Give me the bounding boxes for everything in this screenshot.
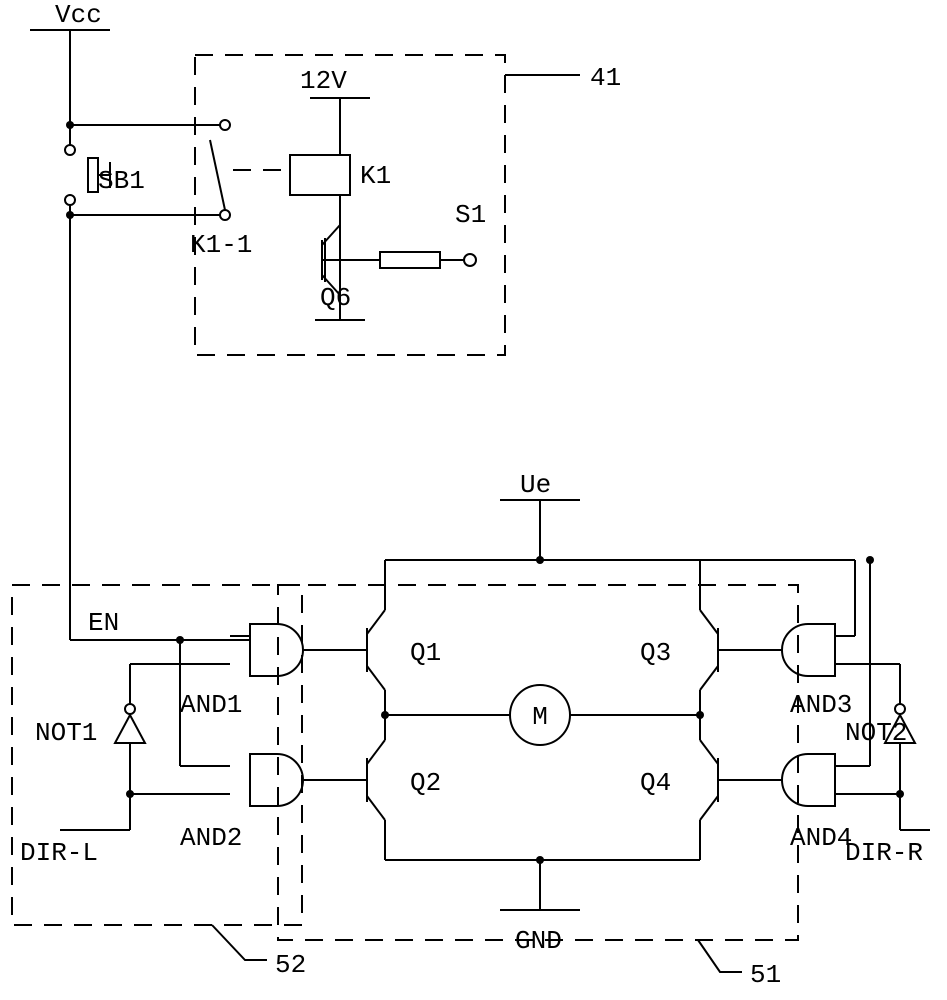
labels.ref51: 51 <box>750 960 781 990</box>
q6-base-resistor <box>380 252 440 268</box>
and4-top-tap <box>866 556 874 564</box>
q1-e <box>367 666 385 690</box>
region-box51 <box>278 585 798 940</box>
labels.q3: Q3 <box>640 638 671 668</box>
labels.s1: S1 <box>455 200 486 230</box>
q4-c <box>700 740 718 764</box>
and4 <box>782 754 835 806</box>
ref52-leader <box>212 925 267 960</box>
labels.dir_l: DIR-L <box>20 838 98 868</box>
labels.q4: Q4 <box>640 768 671 798</box>
labels.and4: AND4 <box>790 823 852 853</box>
labels.dir_r: DIR-R <box>845 838 923 868</box>
junction-dot <box>536 556 544 564</box>
and3 <box>782 624 835 676</box>
k1-1-bot <box>220 210 230 220</box>
labels.ref52: 52 <box>275 950 306 980</box>
labels.and2: AND2 <box>180 823 242 853</box>
ref51-leader <box>698 940 742 972</box>
q6-c-diag <box>322 225 340 245</box>
q4-e <box>700 796 718 820</box>
labels.not1: NOT1 <box>35 718 97 748</box>
q2-c <box>367 740 385 764</box>
sb1-button-body <box>88 158 98 192</box>
labels.twelve_v: 12V <box>300 66 347 96</box>
not1-body <box>115 715 145 743</box>
labels.and3: AND3 <box>790 690 852 720</box>
k1-1-arm <box>210 140 225 210</box>
junction-dot <box>536 856 544 864</box>
labels.sb1: SB1 <box>98 166 145 196</box>
q2-e <box>367 796 385 820</box>
labels.and1: AND1 <box>180 690 242 720</box>
labels.m: M <box>532 702 548 732</box>
s1-terminal <box>464 254 476 266</box>
labels.k1_1: K1-1 <box>190 230 252 260</box>
labels.en: EN <box>88 608 119 638</box>
labels.gnd: GND <box>515 926 562 956</box>
labels.ue: Ue <box>520 470 551 500</box>
sb1-terminal-bot <box>65 195 75 205</box>
labels.q1: Q1 <box>410 638 441 668</box>
q3-e <box>700 666 718 690</box>
junction-dot <box>66 121 74 129</box>
not2-bubble <box>895 704 905 714</box>
q1-c <box>367 610 385 634</box>
q3-c <box>700 610 718 634</box>
not1-bubble <box>125 704 135 714</box>
labels.ref41: 41 <box>590 63 621 93</box>
labels.k1: K1 <box>360 161 391 191</box>
labels.vcc: Vcc <box>55 0 102 30</box>
labels.q2: Q2 <box>410 768 441 798</box>
and1 <box>250 624 303 676</box>
sb1-terminal-top <box>65 145 75 155</box>
junction-dot <box>696 711 704 719</box>
k1-coil <box>290 155 350 195</box>
labels.not2: NOT2 <box>845 718 907 748</box>
junction-dot <box>66 211 74 219</box>
junction-dot <box>381 711 389 719</box>
k1-1-top <box>220 120 230 130</box>
and2 <box>250 754 303 806</box>
labels.q6: Q6 <box>320 283 351 313</box>
